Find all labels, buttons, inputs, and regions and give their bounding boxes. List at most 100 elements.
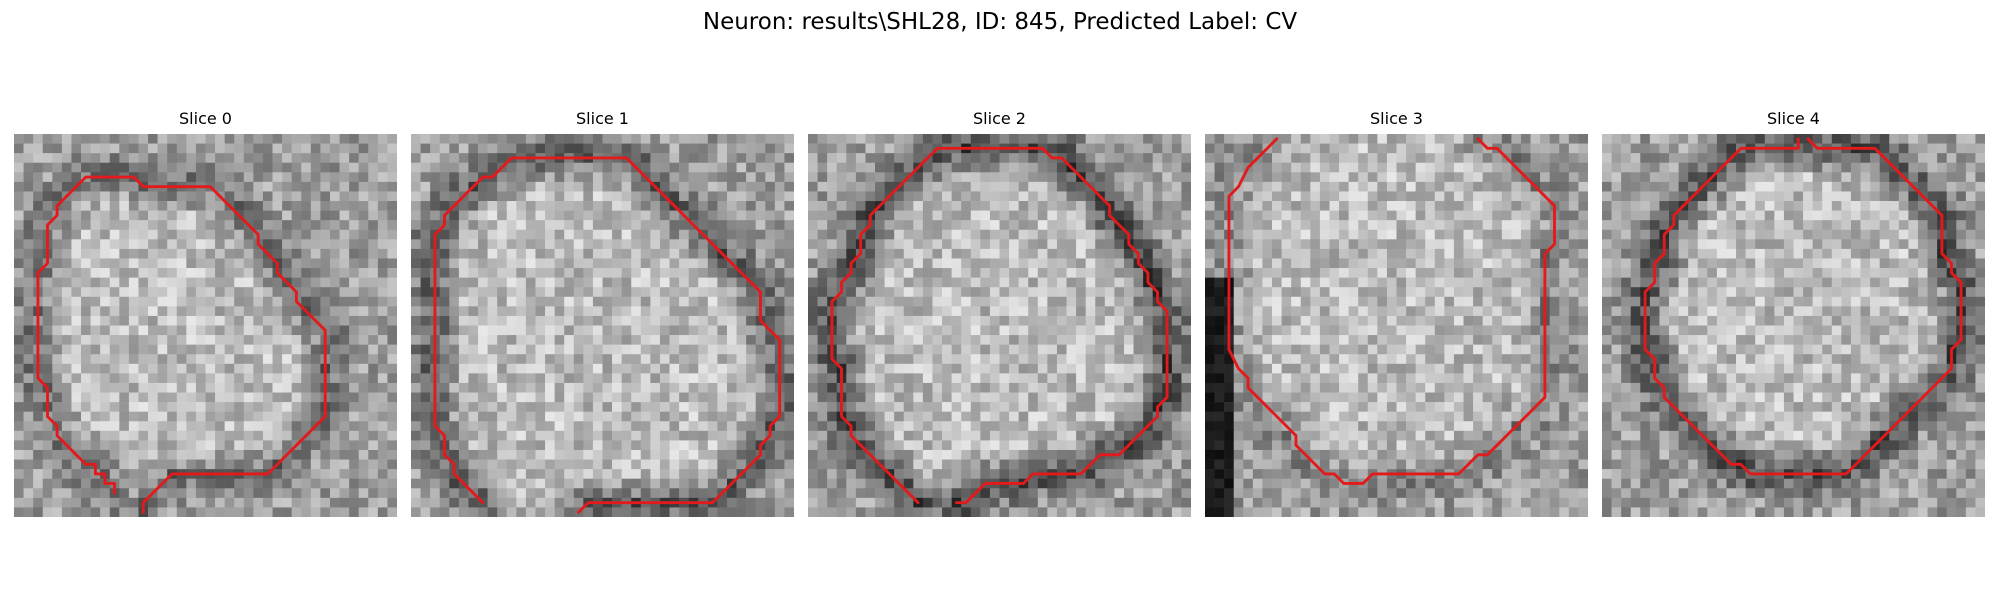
pixel bbox=[1009, 488, 1019, 499]
pixel bbox=[205, 440, 216, 451]
pixel bbox=[894, 488, 905, 499]
pixel bbox=[1152, 325, 1163, 336]
pixel bbox=[262, 162, 273, 173]
pixel bbox=[961, 134, 972, 144]
pixel bbox=[932, 440, 943, 451]
pixel bbox=[301, 258, 312, 269]
pixel bbox=[516, 411, 527, 422]
pixel bbox=[272, 478, 283, 489]
pixel bbox=[1028, 430, 1039, 441]
pixel bbox=[1133, 459, 1144, 470]
pixel bbox=[913, 478, 924, 489]
pixel bbox=[679, 449, 689, 460]
pixel bbox=[650, 143, 661, 154]
pixel bbox=[1085, 363, 1096, 374]
pixel bbox=[545, 229, 555, 240]
pixel bbox=[669, 430, 680, 441]
pixel bbox=[932, 411, 943, 422]
pixel bbox=[291, 373, 302, 384]
pixel bbox=[100, 363, 111, 374]
pixel bbox=[688, 201, 699, 211]
pixel bbox=[1037, 258, 1048, 269]
pixel bbox=[922, 354, 933, 365]
pixel bbox=[262, 363, 273, 374]
pixel bbox=[128, 459, 139, 470]
pixel bbox=[109, 402, 120, 412]
pixel bbox=[439, 229, 450, 240]
pixel bbox=[650, 191, 661, 202]
pixel bbox=[525, 325, 536, 336]
pixel bbox=[1009, 354, 1019, 365]
pixel bbox=[377, 172, 388, 183]
pixel bbox=[71, 191, 82, 202]
pixel bbox=[640, 325, 651, 336]
pixel bbox=[961, 181, 972, 192]
pixel bbox=[195, 430, 206, 441]
pixel bbox=[1085, 392, 1096, 403]
pixel bbox=[487, 248, 498, 259]
pixel bbox=[1272, 162, 1282, 173]
pixel bbox=[387, 354, 397, 365]
pixel bbox=[1056, 478, 1067, 489]
pixel bbox=[262, 497, 273, 508]
pixel bbox=[592, 277, 603, 288]
pixel bbox=[573, 373, 584, 384]
pixel bbox=[932, 315, 943, 326]
pixel bbox=[368, 258, 379, 269]
pixel bbox=[33, 229, 44, 240]
pixel bbox=[176, 402, 187, 412]
pixel bbox=[612, 449, 622, 460]
pixel bbox=[875, 315, 885, 326]
pixel bbox=[81, 392, 91, 403]
pixel bbox=[272, 373, 283, 384]
pixel bbox=[1066, 402, 1077, 412]
pixel bbox=[377, 478, 388, 489]
pixel bbox=[138, 488, 149, 499]
pixel bbox=[1114, 277, 1125, 288]
pixel bbox=[119, 382, 130, 393]
pixel bbox=[310, 229, 321, 240]
pixel bbox=[1037, 191, 1048, 202]
pixel bbox=[1104, 239, 1115, 250]
pixel bbox=[33, 201, 44, 211]
pixel bbox=[1143, 210, 1153, 221]
pixel bbox=[765, 201, 776, 211]
pixel bbox=[765, 449, 776, 460]
pixel bbox=[90, 134, 101, 144]
pixel bbox=[23, 153, 34, 164]
pixel bbox=[109, 459, 120, 470]
pixel bbox=[439, 363, 450, 374]
pixel bbox=[1300, 172, 1311, 183]
pixel bbox=[903, 335, 914, 345]
pixel bbox=[726, 411, 737, 422]
pixel bbox=[1492, 162, 1503, 173]
pixel bbox=[272, 248, 283, 259]
pixel bbox=[846, 382, 857, 393]
pixel bbox=[224, 134, 235, 144]
pixel bbox=[1037, 478, 1048, 489]
pixel bbox=[61, 153, 72, 164]
pixel bbox=[922, 229, 933, 240]
pixel bbox=[262, 440, 273, 451]
pixel bbox=[100, 440, 111, 451]
pixel bbox=[61, 497, 72, 508]
pixel bbox=[698, 210, 709, 221]
pixel bbox=[784, 258, 794, 269]
pixel bbox=[525, 134, 536, 144]
pixel bbox=[999, 440, 1010, 451]
pixel bbox=[339, 344, 350, 355]
pixel bbox=[52, 469, 63, 479]
pixel bbox=[564, 306, 575, 317]
pixel bbox=[1009, 402, 1019, 412]
pixel bbox=[176, 325, 187, 336]
pixel bbox=[592, 210, 603, 221]
pixel bbox=[827, 220, 838, 231]
pixel bbox=[564, 277, 575, 288]
pixel bbox=[516, 402, 527, 412]
pixel bbox=[458, 344, 469, 355]
pixel bbox=[253, 210, 264, 221]
pixel bbox=[970, 363, 981, 374]
pixel bbox=[1319, 134, 1330, 144]
pixel bbox=[411, 430, 421, 441]
pixel bbox=[497, 258, 508, 269]
